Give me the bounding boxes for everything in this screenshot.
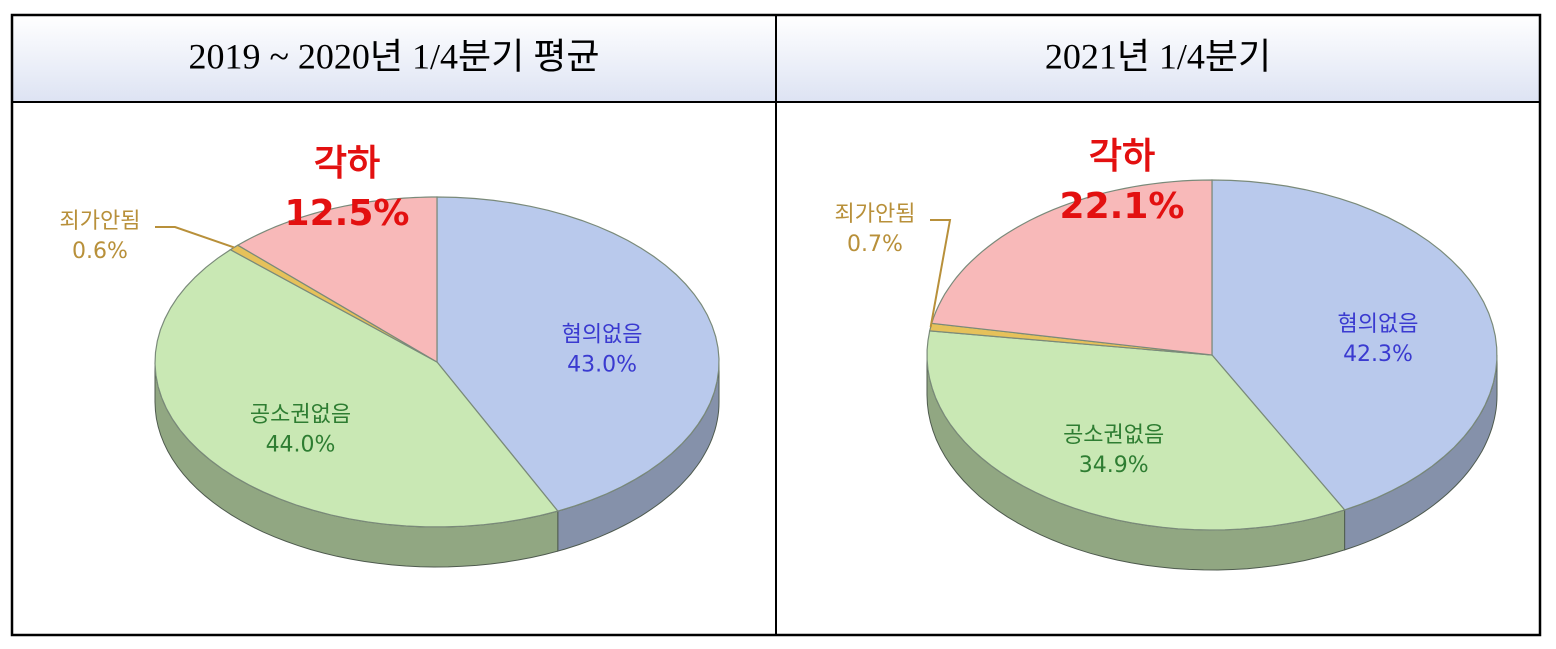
slice-value-label: 22.1% (1060, 186, 1185, 227)
slice-value-label: 44.0% (266, 433, 336, 458)
leader-line (929, 219, 952, 328)
cell-title: 2021년 1/4분기 (1045, 36, 1271, 76)
slice-label: 혐의없음 (1338, 312, 1419, 337)
slice-value-label: 0.6% (72, 239, 128, 264)
pie-slice (930, 179, 1213, 356)
slice-label: 혐의없음 (562, 322, 643, 347)
slice-value-label: 0.7% (847, 232, 903, 257)
pie-slice (436, 196, 720, 512)
cell-title: 2019 ~ 2020년 1/4분기 평균 (188, 36, 599, 76)
pie-slice (1211, 179, 1498, 511)
slice-label: 죄가안됨 (835, 202, 916, 227)
slice-label: 공소권없음 (1063, 423, 1164, 448)
slice-label: 공소권없음 (250, 403, 351, 428)
pie-slice (236, 196, 438, 364)
leader-line (155, 226, 235, 249)
slice-label: 죄가안됨 (60, 209, 141, 234)
slice-value-label: 43.0% (567, 352, 637, 377)
slice-value-label: 42.3% (1343, 342, 1413, 367)
slice-value-label: 34.9% (1079, 453, 1149, 478)
pie-slice (154, 248, 559, 528)
pie-slice (926, 330, 1346, 531)
slice-label: 각하 (314, 143, 380, 184)
slice-label: 각하 (1089, 136, 1155, 177)
slice-value-label: 12.5% (285, 193, 410, 234)
